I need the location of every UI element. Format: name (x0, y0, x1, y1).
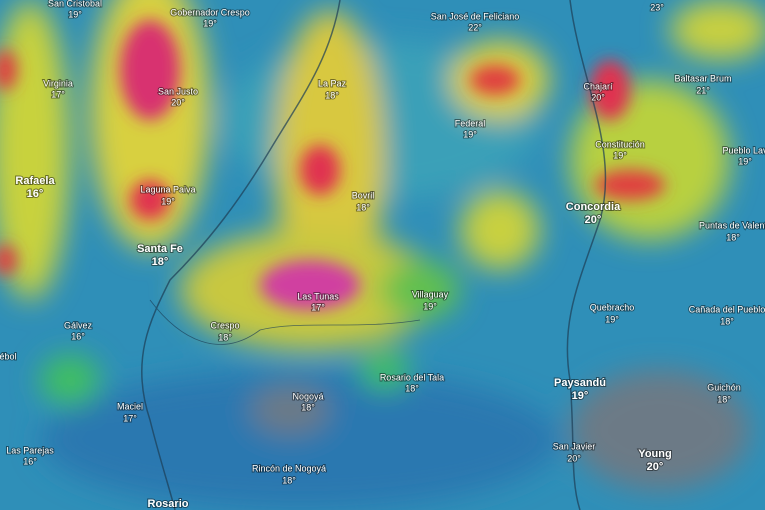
city-temp: 16° (71, 331, 85, 341)
city-temp: 20° (647, 461, 664, 473)
city-name: La Paz (318, 78, 347, 88)
city-temp: 20° (591, 92, 605, 102)
city-temp: 19° (423, 301, 437, 311)
city-name: San José de Feliciano (431, 11, 520, 21)
city-name: Rincón de Nogoyá (252, 463, 326, 473)
city-temp: 23° (650, 2, 664, 12)
city-name: Constitución (595, 139, 645, 149)
city-name: Villaguay (412, 289, 449, 299)
rivers (140, 0, 607, 510)
city-name: Paysandú (554, 377, 606, 389)
city-name: Concordia (566, 201, 621, 213)
hot-spots (0, 20, 665, 310)
city-temp: 19° (68, 9, 82, 19)
city-temp: 19° (463, 129, 477, 139)
city-name: Puntas de Valent (699, 220, 765, 230)
city-name: Guichón (707, 382, 741, 392)
city-temp: 19° (161, 196, 175, 206)
city-name: Federal (455, 118, 486, 128)
city-name: Gobernador Crespo (170, 7, 250, 17)
city-temp: 18° (218, 332, 232, 342)
city-name: Bovril (352, 190, 375, 200)
city-temp: 18° (301, 402, 315, 412)
city-temp: 19° (605, 314, 619, 324)
city-temp: 16° (23, 456, 37, 466)
city-temp: 16° (27, 188, 44, 200)
city-name: Cañada del Pueblo (689, 304, 765, 314)
city-temp: 17° (51, 89, 65, 99)
city-name: Rosario (148, 498, 189, 510)
city-name: San Javier (553, 441, 596, 451)
city-temp: 18° (152, 256, 169, 268)
city-name: Pueblo Lav (722, 145, 765, 155)
city-temp: 22° (468, 22, 482, 32)
city-temp: 18° (720, 316, 734, 326)
city-name: Rafaela (15, 175, 55, 187)
city-name: Chajarí (583, 81, 613, 91)
city-name: Maciel (117, 401, 143, 411)
city-name: Las Parejas (6, 445, 54, 455)
city-name: Las Tunas (297, 291, 339, 301)
city-name: Nogoyá (292, 391, 323, 401)
city-temp: 18° (282, 475, 296, 485)
city-name: Young (638, 448, 671, 460)
city-name: San Justo (158, 86, 198, 96)
city-temp: 20° (567, 453, 581, 463)
city-temp: 18° (405, 383, 419, 393)
city-temp: 19° (738, 156, 752, 166)
city-temp: 18° (325, 90, 339, 100)
city-name: Santa Fe (137, 243, 183, 255)
city-name: Crespo (210, 320, 239, 330)
city-temp: 20° (585, 214, 602, 226)
city-temp: 21° (696, 85, 710, 95)
city-temp: 20° (171, 97, 185, 107)
city-temp: 17° (311, 302, 325, 312)
city-name: Virginia (43, 78, 73, 88)
city-temp: 19° (572, 390, 589, 402)
city-name: Gálvez (64, 320, 93, 330)
city-temp: 17° (123, 413, 137, 423)
city-temp: 18° (356, 202, 370, 212)
city-name: Laguna Paiva (140, 184, 195, 194)
city-name: ébol (0, 351, 17, 361)
city-name: Quebracho (590, 302, 635, 312)
city-name: San Cristobal (48, 0, 102, 8)
city-temp: 18° (717, 394, 731, 404)
city-temp: 19° (203, 18, 217, 28)
city-temp: 18° (726, 232, 740, 242)
city-temp: 19° (613, 150, 627, 160)
city-name: Rosario del Tala (380, 372, 444, 382)
city-name: Baltasar Brum (674, 73, 731, 83)
